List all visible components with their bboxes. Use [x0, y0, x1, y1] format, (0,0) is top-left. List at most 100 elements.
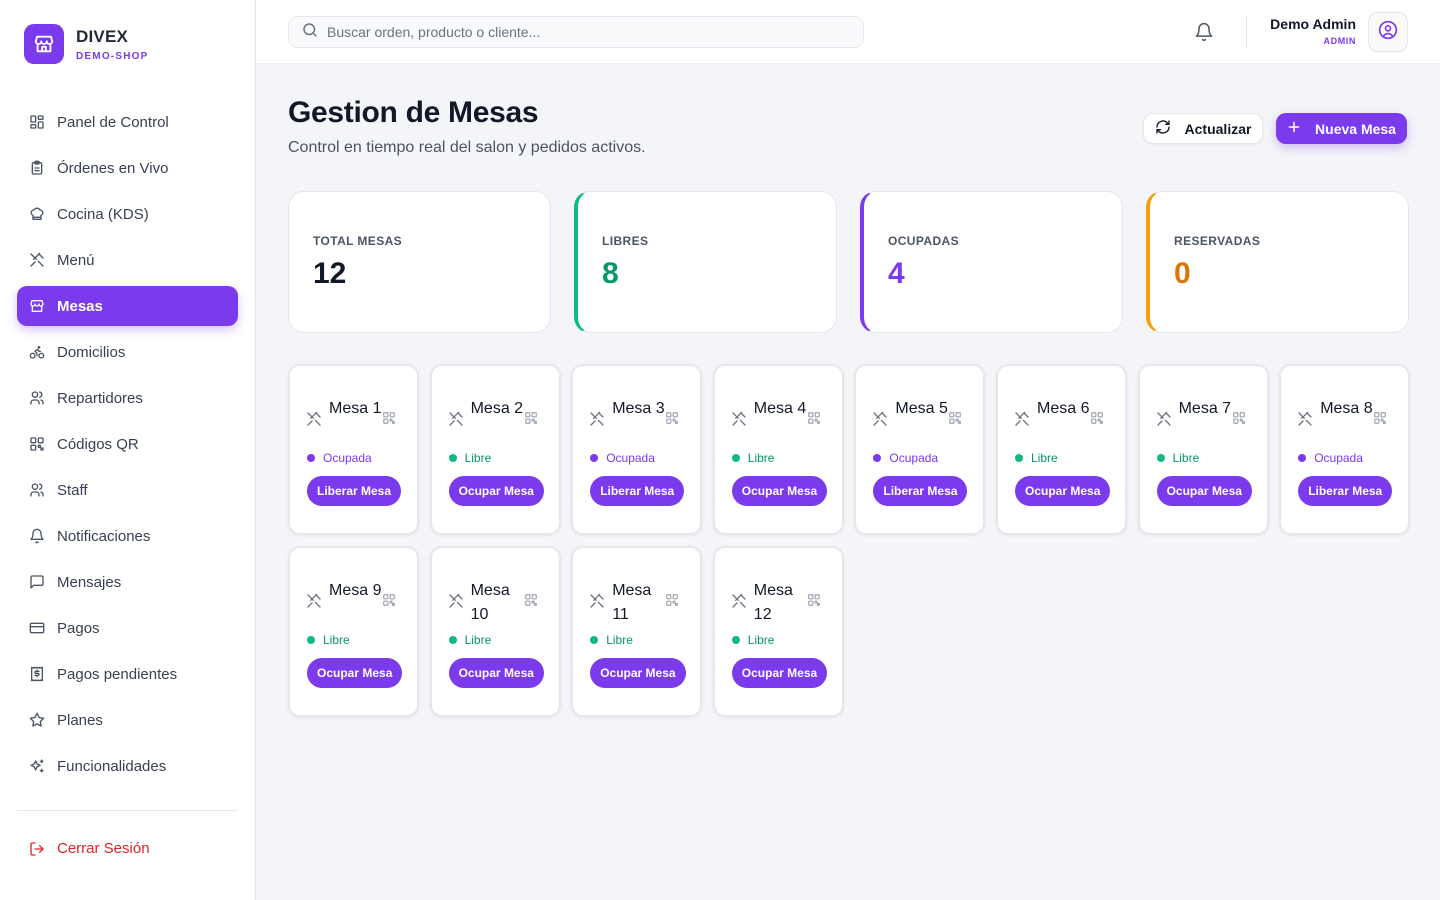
status-label: Libre: [464, 451, 492, 465]
sidebar-item-notificaciones[interactable]: Notificaciones: [17, 516, 238, 556]
status-dot: [448, 454, 457, 462]
table-card[interactable]: Mesa 2 Libre Ocupar Mesa: [429, 364, 561, 535]
sidebar-item-funcionalidades[interactable]: Funcionalidades: [17, 746, 238, 786]
store-icon: [24, 24, 64, 64]
qr-code-icon[interactable]: [382, 411, 396, 425]
sidebar-item-domicilios[interactable]: Domicilios: [17, 332, 238, 372]
table-card[interactable]: Mesa 8 Ocupada Liberar Mesa: [1279, 364, 1411, 535]
qr-code-icon[interactable]: [524, 411, 538, 425]
sidebar-item-codigos-qr[interactable]: Códigos QR: [17, 424, 238, 464]
sidebar-item-pagos[interactable]: Pagos: [17, 608, 238, 648]
table-status: Libre: [590, 633, 633, 647]
status-dot: [448, 636, 457, 644]
qr-code-icon[interactable]: [807, 411, 821, 425]
notifications-bell-icon[interactable]: [1194, 22, 1214, 42]
stat-label: RESERVADAS: [1174, 234, 1261, 248]
occupy-table-button[interactable]: Ocupar Mesa: [731, 476, 828, 506]
occupy-table-button[interactable]: Ocupar Mesa: [1015, 476, 1111, 506]
status-label: Ocupada: [1314, 451, 1363, 465]
table-name: Mesa 3: [612, 400, 665, 417]
status-label: Libre: [464, 633, 492, 647]
status-label: Ocupada: [323, 451, 372, 465]
occupy-table-button[interactable]: Ocupar Mesa: [448, 476, 544, 506]
occupy-table-button[interactable]: Ocupar Mesa: [448, 658, 544, 688]
table-status: Libre: [731, 451, 774, 465]
status-label: Libre: [747, 633, 775, 647]
search-bar[interactable]: [288, 16, 864, 48]
table-card[interactable]: Mesa 12 Libre Ocupar Mesa: [712, 546, 844, 717]
utensils-icon: [731, 593, 747, 609]
refresh-button[interactable]: Actualizar: [1143, 113, 1263, 144]
sidebar-divider: [17, 810, 238, 811]
stat-value: 8: [602, 257, 619, 290]
sidebar-item-label: Cocina (KDS): [57, 205, 149, 223]
table-card[interactable]: Mesa 10 Libre Ocupar Mesa: [429, 546, 561, 717]
sidebar-item-label: Menú: [57, 251, 95, 269]
receipt-icon: [29, 666, 45, 682]
occupy-table-button[interactable]: Ocupar Mesa: [1156, 476, 1252, 506]
occupy-table-button[interactable]: Ocupar Mesa: [731, 658, 828, 688]
user-avatar[interactable]: [1368, 12, 1408, 52]
table-card[interactable]: Mesa 7 Libre Ocupar Mesa: [1137, 364, 1269, 535]
search-input[interactable]: [327, 24, 847, 40]
table-card[interactable]: Mesa 11 Libre Ocupar Mesa: [571, 546, 703, 717]
table-name: Mesa 9: [329, 582, 382, 599]
sidebar-item-staff[interactable]: Staff: [17, 470, 238, 510]
clipboard-icon: [29, 160, 45, 176]
sidebar-item-label: Repartidores: [57, 389, 143, 407]
new-table-label: Nueva Mesa: [1315, 120, 1396, 137]
qr-code-icon[interactable]: [1232, 411, 1246, 425]
occupy-table-button[interactable]: Ocupar Mesa: [590, 658, 686, 688]
table-name: Mesa 8: [1320, 400, 1373, 417]
stat-value: 12: [313, 257, 347, 290]
table-card[interactable]: Mesa 4 Libre Ocupar Mesa: [712, 364, 844, 535]
sidebar-item-panel-de-control[interactable]: Panel de Control: [17, 102, 238, 142]
qr-code-icon[interactable]: [1090, 411, 1104, 425]
table-status: Libre: [1156, 451, 1199, 465]
credit-card-icon: [29, 620, 45, 636]
sidebar-item-repartidores[interactable]: Repartidores: [17, 378, 238, 418]
utensils-icon: [731, 411, 747, 427]
qr-code-icon[interactable]: [665, 593, 679, 607]
status-label: Ocupada: [889, 451, 939, 465]
sidebar-item-cocina-kds[interactable]: Cocina (KDS): [17, 194, 238, 234]
sidebar-item-label: Funcionalidades: [57, 757, 167, 775]
occupy-table-button[interactable]: Ocupar Mesa: [307, 658, 403, 688]
logout-button[interactable]: Cerrar Sesión: [29, 840, 150, 857]
table-status: Libre: [1015, 451, 1058, 465]
sidebar-item-pagos-pendientes[interactable]: Pagos pendientes: [17, 654, 238, 694]
users-icon: [29, 482, 45, 498]
status-dot: [731, 636, 740, 644]
table-status: Libre: [448, 451, 492, 465]
sidebar-item-label: Mesas: [57, 297, 103, 315]
qr-code-icon[interactable]: [1373, 411, 1387, 425]
sidebar-item-label: Pagos: [57, 619, 100, 637]
brand[interactable]: DIVEX DEMO-SHOP: [24, 24, 148, 64]
sidebar-item-mensajes[interactable]: Mensajes: [17, 562, 238, 602]
table-card[interactable]: Mesa 6 Libre Ocupar Mesa: [996, 364, 1127, 535]
release-table-button[interactable]: Liberar Mesa: [873, 476, 968, 506]
status-dot: [873, 454, 882, 462]
qr-code-icon[interactable]: [948, 411, 962, 425]
sidebar-item-menu[interactable]: Menú: [17, 240, 238, 280]
qr-code-icon[interactable]: [665, 411, 679, 425]
table-card[interactable]: Mesa 9 Libre Ocupar Mesa: [288, 546, 419, 717]
table-card[interactable]: Mesa 5 Ocupada Liberar Mesa: [854, 364, 986, 535]
new-table-button[interactable]: Nueva Mesa: [1276, 113, 1407, 144]
release-table-button[interactable]: Liberar Mesa: [307, 476, 402, 506]
sidebar-item-label: Mensajes: [57, 573, 122, 591]
utensils-icon: [448, 411, 464, 427]
status-dot: [1156, 454, 1165, 462]
search-icon: [301, 21, 319, 44]
sidebar-item-ordenes-en-vivo[interactable]: Órdenes en Vivo: [17, 148, 238, 188]
sidebar-item-planes[interactable]: Planes: [17, 700, 238, 740]
sidebar: DIVEX DEMO-SHOP Panel de Control Órdenes …: [0, 0, 256, 900]
qr-code-icon[interactable]: [524, 593, 538, 607]
table-card[interactable]: Mesa 1 Ocupada Liberar Mesa: [288, 364, 419, 535]
sidebar-item-mesas[interactable]: Mesas: [17, 286, 238, 326]
table-card[interactable]: Mesa 3 Ocupada Liberar Mesa: [571, 364, 703, 535]
qr-code-icon[interactable]: [807, 593, 821, 607]
release-table-button[interactable]: Liberar Mesa: [590, 476, 685, 506]
qr-code-icon[interactable]: [382, 593, 396, 607]
release-table-button[interactable]: Liberar Mesa: [1298, 476, 1393, 506]
